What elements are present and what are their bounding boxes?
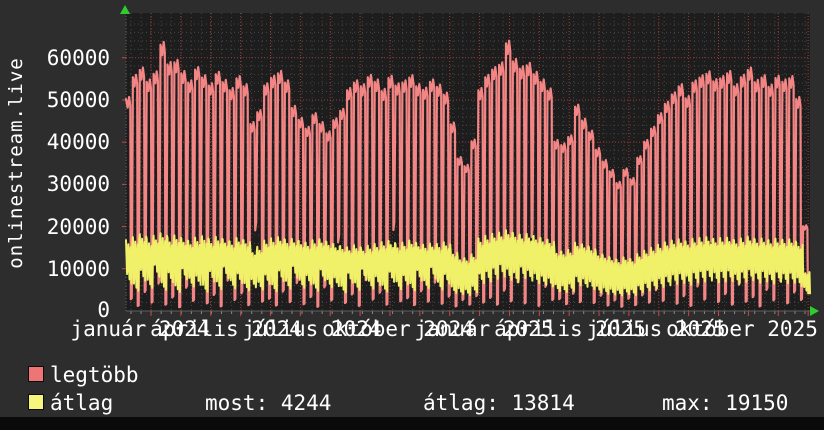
y-axis-label: 50000 [46,87,110,112]
x-axis-label: április 2024 [150,317,302,341]
y-axis-label: 30000 [46,172,110,197]
bottom-black-strip [0,417,824,430]
x-axis-label: január 2024 [70,317,210,341]
axis-arrow-up-icon [120,5,130,14]
y-axis-label: 10000 [46,256,110,281]
x-axis-label: október 2024 [322,317,474,341]
stat-max: max: 19150 [662,391,789,415]
stat-current: most: 4244 [205,391,332,415]
x-axis-label: július 2024 [242,317,382,341]
y-axis-label: 0 [97,297,110,322]
axis-arrow-right-icon [810,306,819,316]
x-axis-label: október 2025 [666,317,818,341]
y-axis-label: 20000 [46,214,110,239]
atlag-color-swatch [28,394,44,410]
x-axis-label: április 2025 [494,317,646,341]
traffic-chart [122,13,812,316]
x-axis-label: július 2025 [586,317,726,341]
y-axis-label: 60000 [46,45,110,70]
stat-average: átlag: 13814 [423,391,575,415]
legtobb-color-swatch [28,366,44,382]
x-axis-label: január 2025 [414,317,554,341]
legtobb-legend-label: legtöbb [50,363,139,387]
atlag-legend-label: átlag [50,391,114,415]
y-axis-label: 40000 [46,130,110,155]
